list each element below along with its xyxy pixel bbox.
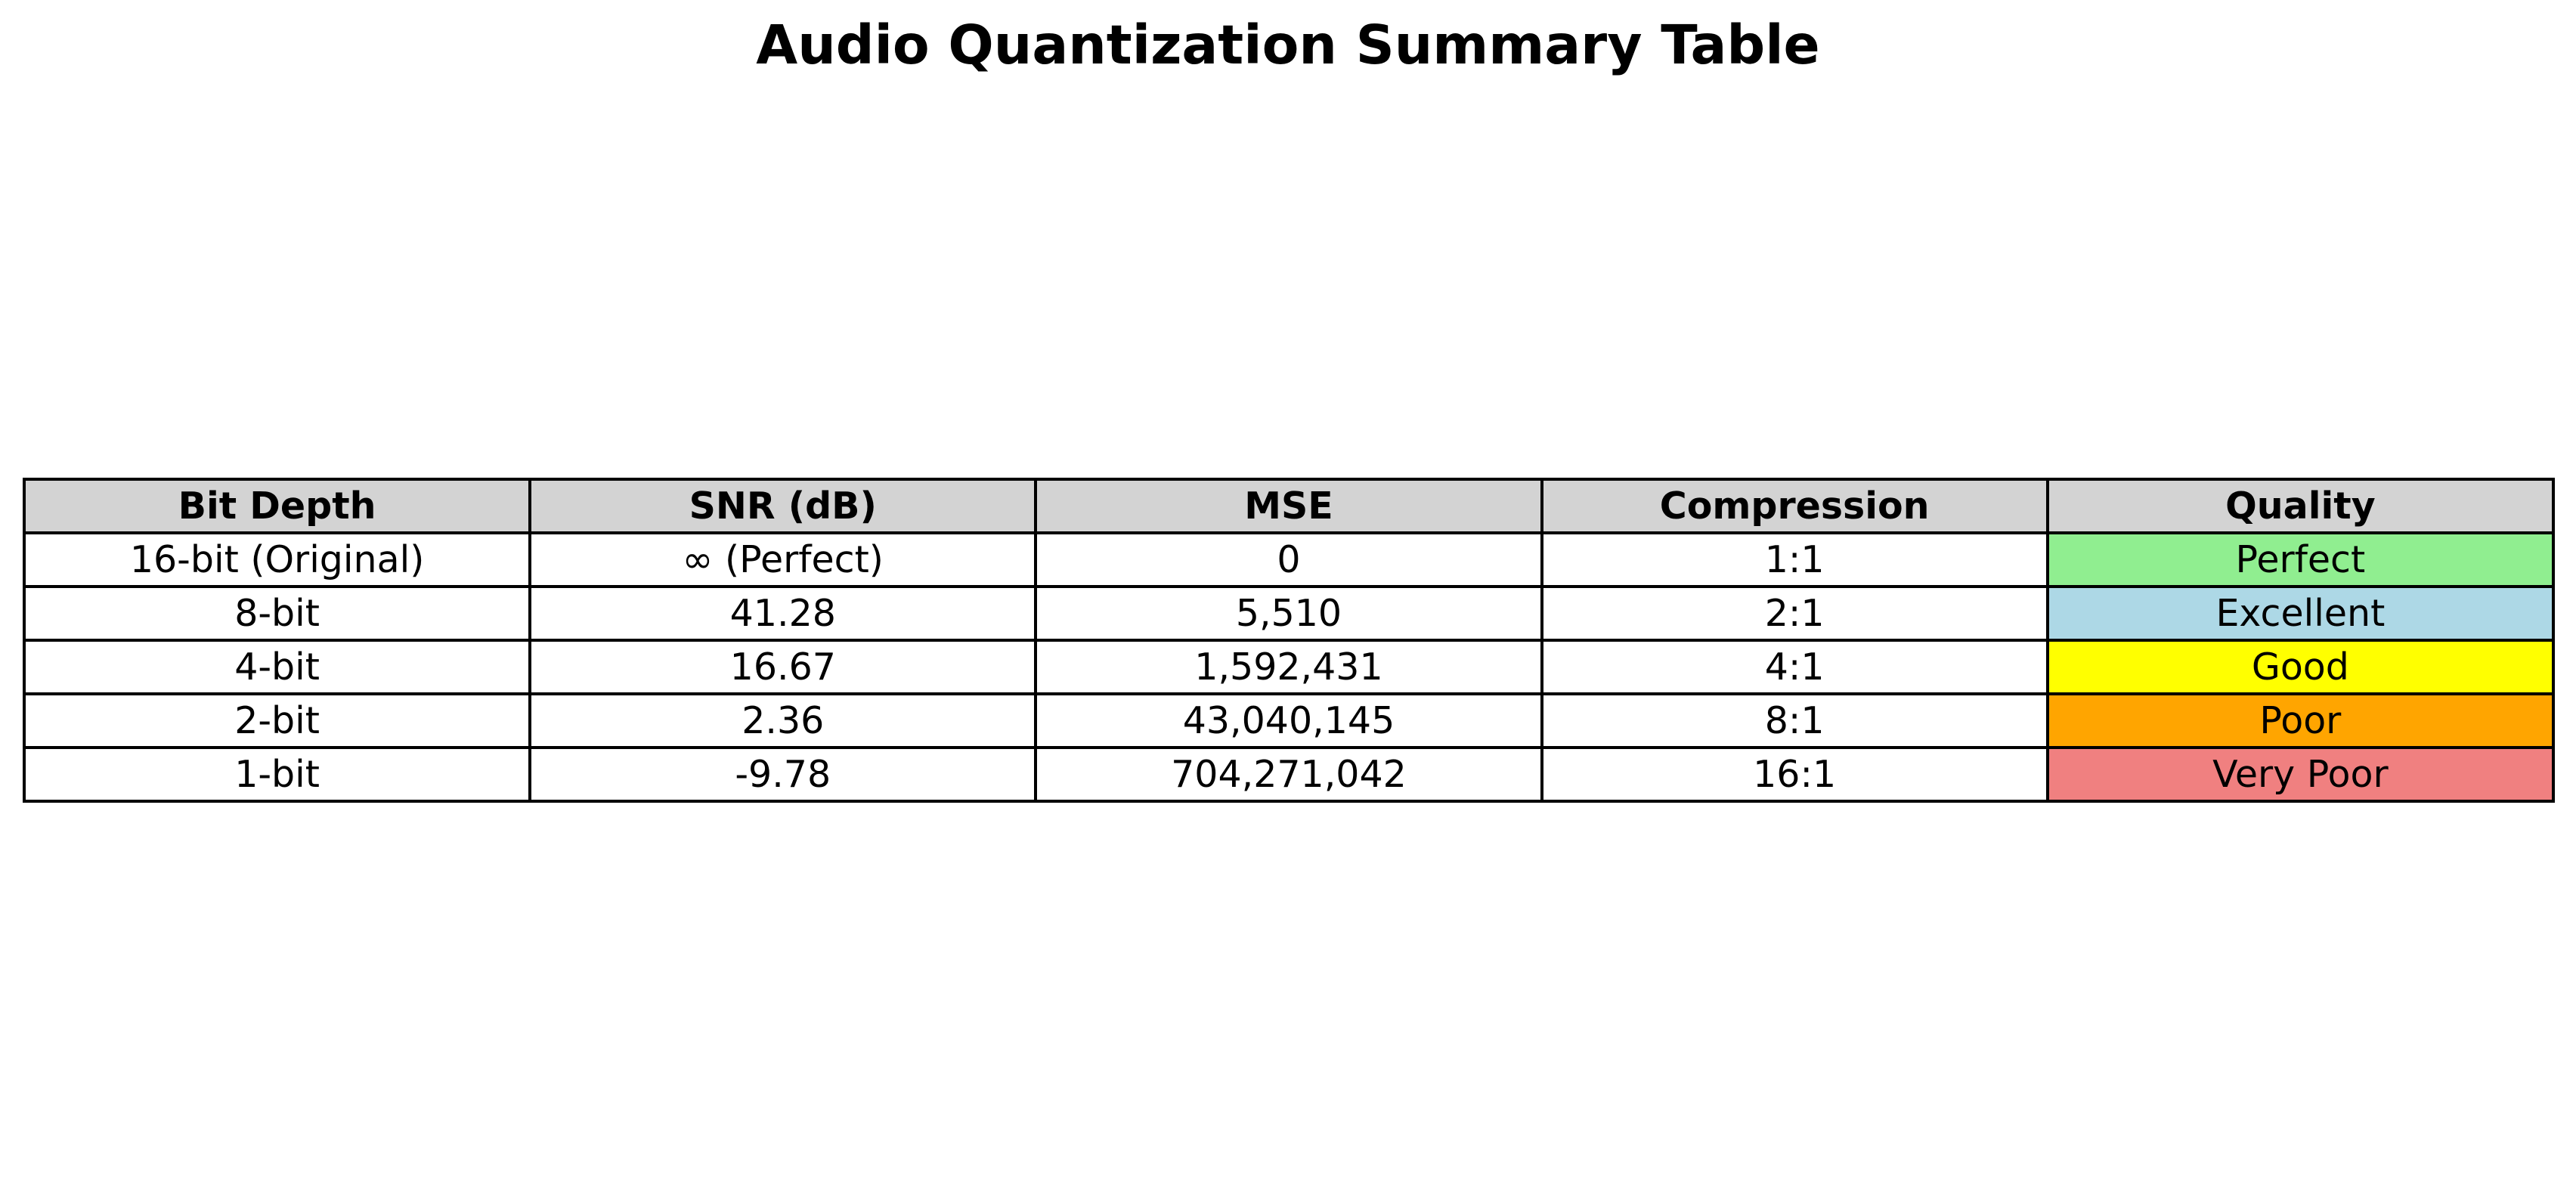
cell-snr: 41.28 (528, 585, 1038, 642)
cell-mse: 5,510 (1034, 585, 1543, 642)
cell-quality: Excellent (2045, 585, 2556, 642)
cell-bit-depth: 16-bit (Original) (22, 531, 532, 588)
header-row: Bit Depth SNR (dB) MSE Compression Quali… (22, 478, 2556, 534)
header-cell-quality: Quality (2045, 478, 2556, 534)
cell-compression: 8:1 (1540, 692, 2049, 749)
cell-mse: 1,592,431 (1034, 639, 1543, 695)
cell-quality: Very Poor (2045, 746, 2556, 803)
header-cell-bit-depth: Bit Depth (22, 478, 532, 534)
cell-snr: 2.36 (528, 692, 1038, 749)
cell-quality: Good (2045, 639, 2556, 695)
summary-table: Bit Depth SNR (dB) MSE Compression Quali… (22, 478, 2556, 803)
cell-mse: 0 (1034, 531, 1543, 588)
header-cell-mse: MSE (1034, 478, 1543, 534)
cell-snr: -9.78 (528, 746, 1038, 803)
cell-quality: Poor (2045, 692, 2556, 749)
cell-compression: 4:1 (1540, 639, 2049, 695)
table-row: 16-bit (Original) ∞ (Perfect) 0 1:1 Perf… (22, 531, 2556, 588)
cell-compression: 16:1 (1540, 746, 2049, 803)
cell-bit-depth: 1-bit (22, 746, 532, 803)
table-header: Bit Depth SNR (dB) MSE Compression Quali… (22, 478, 2556, 534)
table-row: 8-bit 41.28 5,510 2:1 Excellent (22, 585, 2556, 642)
cell-mse: 43,040,145 (1034, 692, 1543, 749)
cell-quality: Perfect (2045, 531, 2556, 588)
cell-snr: ∞ (Perfect) (528, 531, 1038, 588)
cell-compression: 1:1 (1540, 531, 2049, 588)
table-row: 1-bit -9.78 704,271,042 16:1 Very Poor (22, 746, 2556, 803)
cell-snr: 16.67 (528, 639, 1038, 695)
cell-bit-depth: 4-bit (22, 639, 532, 695)
table-row: 4-bit 16.67 1,592,431 4:1 Good (22, 639, 2556, 695)
table-title: Audio Quantization Summary Table (756, 14, 1820, 76)
header-cell-snr: SNR (dB) (528, 478, 1038, 534)
cell-bit-depth: 8-bit (22, 585, 532, 642)
table-row: 2-bit 2.36 43,040,145 8:1 Poor (22, 692, 2556, 749)
cell-bit-depth: 2-bit (22, 692, 532, 749)
cell-compression: 2:1 (1540, 585, 2049, 642)
table-body: 16-bit (Original) ∞ (Perfect) 0 1:1 Perf… (22, 531, 2556, 803)
cell-mse: 704,271,042 (1034, 746, 1543, 803)
header-cell-compression: Compression (1540, 478, 2049, 534)
summary-table-container: Bit Depth SNR (dB) MSE Compression Quali… (22, 478, 2556, 803)
